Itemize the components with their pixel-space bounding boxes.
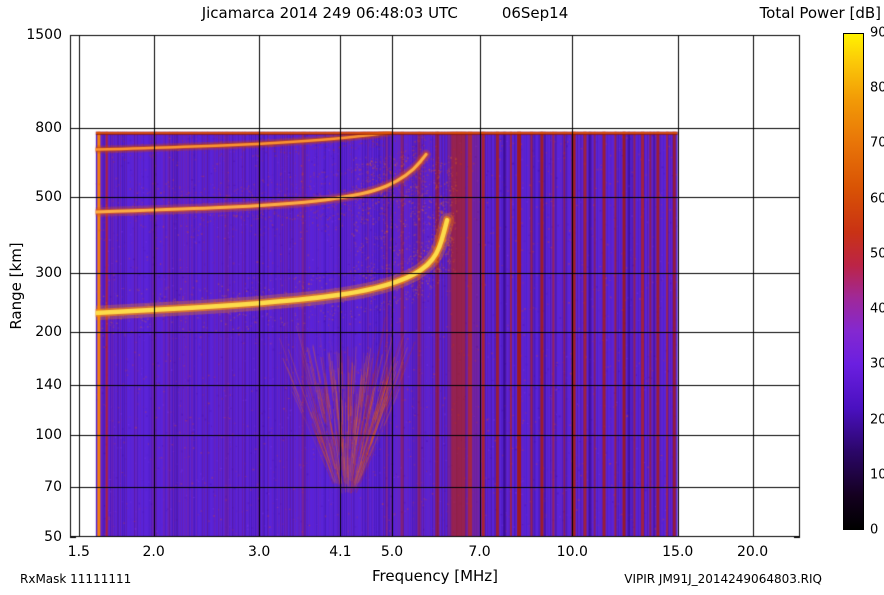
y-tick-label: 200 <box>35 324 62 341</box>
y-tick-label: 500 <box>35 189 62 206</box>
colorbar-tick-label: 50 <box>870 246 884 262</box>
colorbar-label: Total Power [dB] <box>759 4 881 22</box>
y-tick-label: 100 <box>35 426 62 443</box>
colorbar <box>843 33 864 530</box>
rxmask-annotation: RxMask 11111111 <box>20 572 132 586</box>
y-tick-label: 70 <box>44 479 62 496</box>
colorbar-tick-label: 40 <box>870 301 884 317</box>
y-tick-label: 140 <box>35 377 62 394</box>
colorbar-tick-label: 10 <box>870 467 884 483</box>
colorbar-tick-label: 60 <box>870 191 884 207</box>
x-tick-label: 20.0 <box>736 544 769 560</box>
x-tick-label: 1.5 <box>67 544 90 560</box>
x-axis-label: Frequency [MHz] <box>371 567 499 585</box>
title-date: 06Sep14 <box>501 4 569 22</box>
y-tick-label: 800 <box>35 119 62 136</box>
colorbar-tick-label: 30 <box>870 356 884 372</box>
x-tick-label: 15.0 <box>662 544 694 560</box>
x-tick-label: 2.0 <box>142 544 165 560</box>
y-tick-label: 1500 <box>26 27 62 43</box>
x-tick-label: 7.0 <box>468 544 491 560</box>
chart-title: Jicamarca 2014 249 06:48:03 UTC 06Sep14 <box>0 4 770 22</box>
y-tick-label: 50 <box>44 529 62 545</box>
x-tick-label: 3.0 <box>247 544 271 560</box>
x-tick-label: 4.1 <box>329 544 352 560</box>
colorbar-tick-label: 0 <box>870 522 879 538</box>
colorbar-tick-label: 80 <box>870 80 884 96</box>
y-axis-label: Range [km] <box>7 242 25 330</box>
colorbar-tick-label: 90 <box>870 25 884 41</box>
colorbar-tick-label: 20 <box>870 412 884 428</box>
colorbar-tick-label: 70 <box>870 135 884 151</box>
x-tick-label: 5.0 <box>380 544 404 560</box>
file-annotation: VIPIR JM91J_2014249064803.RIQ <box>624 572 822 586</box>
title-text: Jicamarca 2014 249 06:48:03 UTC <box>201 4 458 22</box>
x-tick-label: 10.0 <box>556 544 588 560</box>
y-tick-label: 300 <box>35 264 62 281</box>
